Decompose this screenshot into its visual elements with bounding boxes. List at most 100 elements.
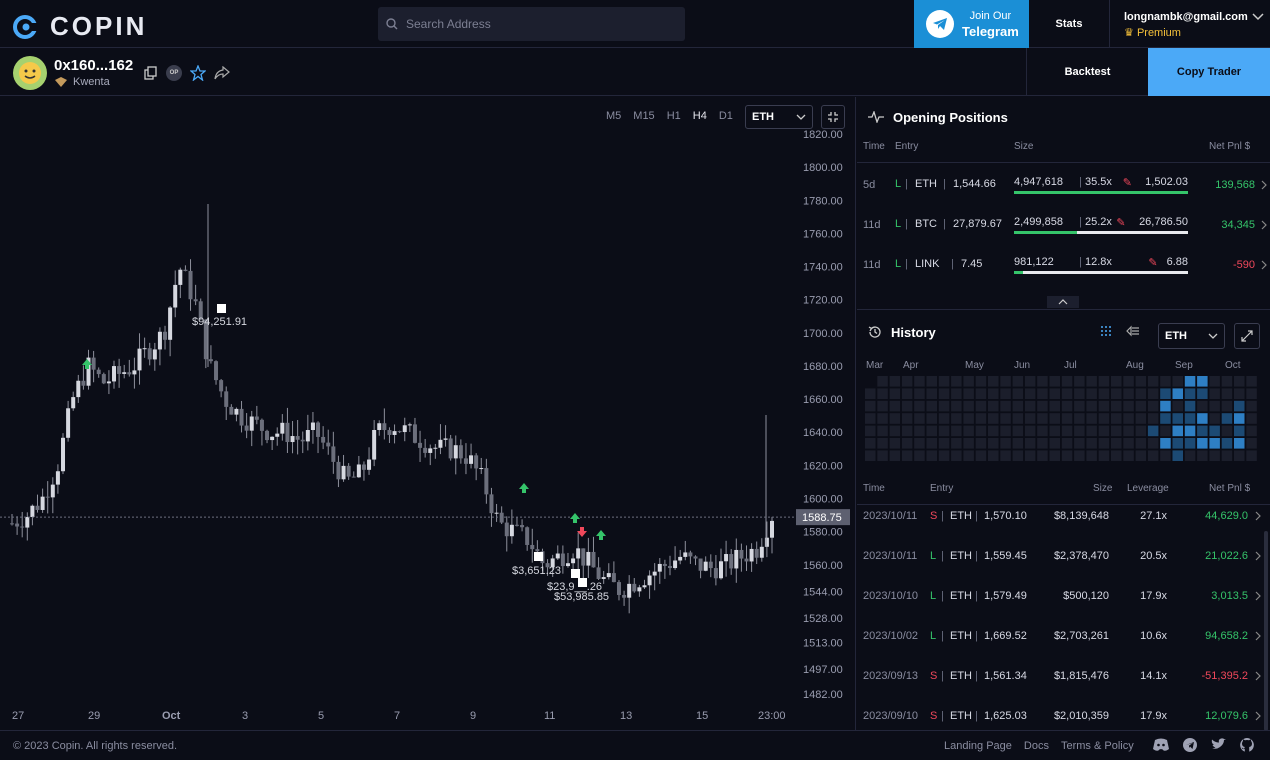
heatmap-cell[interactable] (975, 413, 987, 424)
heatmap-cell[interactable] (951, 400, 962, 412)
heatmap-cell[interactable] (1160, 376, 1171, 387)
heatmap-cell[interactable] (1209, 450, 1220, 461)
heatmap-cell[interactable] (1012, 400, 1024, 412)
landing-page-link[interactable]: Landing Page (944, 740, 1012, 752)
timeframe-m15[interactable]: M15 (633, 110, 655, 122)
heatmap-cell[interactable] (1197, 400, 1208, 412)
heatmap-cell[interactable] (963, 425, 974, 437)
heatmap-cell[interactable] (1061, 376, 1073, 387)
heatmap-cell[interactable] (889, 376, 901, 387)
buy-arrow-icon[interactable] (596, 530, 606, 540)
heatmap-cell[interactable] (1184, 413, 1196, 424)
heatmap-cell[interactable] (963, 376, 974, 387)
user-menu[interactable]: longnambk@gmail.com ♛ Premium (1124, 11, 1264, 39)
heatmap-cell[interactable] (926, 450, 938, 461)
heatmap-cell[interactable] (1197, 413, 1208, 424)
heatmap-cell[interactable] (865, 425, 876, 437)
heatmap-cell[interactable] (1061, 388, 1073, 399)
heatmap-cell[interactable] (1123, 376, 1134, 387)
heatmap-cell[interactable] (1172, 450, 1184, 461)
heatmap-cell[interactable] (1160, 438, 1171, 449)
heatmap-cell[interactable] (1000, 438, 1011, 449)
heatmap-cell[interactable] (1086, 388, 1097, 399)
heatmap-cell[interactable] (1246, 425, 1257, 437)
copin-logo[interactable]: COPIN (12, 11, 147, 42)
heatmap-cell[interactable] (1074, 450, 1085, 461)
heatmap-cell[interactable] (1135, 450, 1147, 461)
timeframe-d1[interactable]: D1 (718, 110, 733, 122)
github-icon[interactable] (1240, 738, 1254, 752)
docs-link[interactable]: Docs (1023, 740, 1049, 752)
heatmap-cell[interactable] (914, 450, 925, 461)
heatmap-cell[interactable] (1037, 450, 1048, 461)
heatmap-cell[interactable] (914, 413, 925, 424)
heatmap-cell[interactable] (901, 425, 913, 437)
heatmap-cell[interactable] (988, 438, 999, 449)
heatmap-cell[interactable] (1234, 413, 1245, 424)
heatmap-cell[interactable] (926, 425, 938, 437)
heatmap-cell[interactable] (1049, 450, 1061, 461)
heatmap-cell[interactable] (1160, 413, 1171, 424)
heatmap-cell[interactable] (1123, 450, 1134, 461)
heatmap-cell[interactable] (975, 388, 987, 399)
heatmap-cell[interactable] (1234, 438, 1245, 449)
heatmap-cell[interactable] (877, 425, 888, 437)
heatmap-cell[interactable] (914, 376, 925, 387)
heatmap-cell[interactable] (877, 413, 888, 424)
heatmap-cell[interactable] (1209, 376, 1220, 387)
heatmap-cell[interactable] (1147, 425, 1159, 437)
heatmap-cell[interactable] (1111, 438, 1122, 449)
heatmap-cell[interactable] (1061, 425, 1073, 437)
heatmap-cell[interactable] (1074, 425, 1085, 437)
heatmap-cell[interactable] (1024, 388, 1036, 399)
backtest-button[interactable]: Backtest (1026, 48, 1148, 96)
heatmap-cell[interactable] (951, 388, 962, 399)
heatmap-cell[interactable] (988, 388, 999, 399)
heatmap-cell[interactable] (877, 400, 888, 412)
history-row[interactable]: 2023/10/10 L | ETH | 1,579.49 $500,120 1… (857, 590, 1270, 630)
heatmap-cell[interactable] (1037, 438, 1048, 449)
heatmap-cell[interactable] (889, 450, 901, 461)
heatmap-cell[interactable] (1184, 450, 1196, 461)
heatmap-cell[interactable] (926, 438, 938, 449)
heatmap-cell[interactable] (1000, 450, 1011, 461)
heatmap-cell[interactable] (914, 438, 925, 449)
heatmap-cell[interactable] (1012, 413, 1024, 424)
heatmap-cell[interactable] (1111, 450, 1122, 461)
heatmap-cell[interactable] (1197, 425, 1208, 437)
discord-icon[interactable] (1153, 738, 1169, 752)
heatmap-cell[interactable] (988, 450, 999, 461)
heatmap-cell[interactable] (1209, 413, 1220, 424)
heatmap-cell[interactable] (938, 450, 950, 461)
heatmap-cell[interactable] (1147, 376, 1159, 387)
heatmap-cell[interactable] (914, 400, 925, 412)
heatmap-cell[interactable] (951, 413, 962, 424)
heatmap-cell[interactable] (1049, 400, 1061, 412)
heatmap-cell[interactable] (865, 413, 876, 424)
heatmap-cell[interactable] (1209, 400, 1220, 412)
search-input[interactable] (406, 17, 666, 31)
heatmap-cell[interactable] (889, 413, 901, 424)
heatmap-cell[interactable] (1024, 376, 1036, 387)
heatmap-cell[interactable] (1172, 388, 1184, 399)
heatmap-cell[interactable] (901, 388, 913, 399)
heatmap-cell[interactable] (1172, 438, 1184, 449)
join-telegram-button[interactable]: Join Our Telegram (914, 0, 1029, 48)
heatmap-cell[interactable] (1074, 400, 1085, 412)
heatmap-cell[interactable] (1160, 450, 1171, 461)
position-row[interactable]: 11d L | BTC | 27,879.67 2,499,858 | 25.2… (857, 205, 1270, 245)
star-icon[interactable] (190, 65, 206, 81)
history-row[interactable]: 2023/10/11 L | ETH | 1,559.45 $2,378,470… (857, 550, 1270, 590)
heatmap-cell[interactable] (1221, 376, 1233, 387)
heatmap-cell[interactable] (865, 438, 876, 449)
heatmap-cell[interactable] (1123, 400, 1134, 412)
heatmap-cell[interactable] (1172, 376, 1184, 387)
heatmap-cell[interactable] (1037, 425, 1048, 437)
heatmap-cell[interactable] (938, 388, 950, 399)
buy-arrow-icon[interactable] (570, 513, 580, 523)
heatmap-cell[interactable] (988, 400, 999, 412)
heatmap-cell[interactable] (889, 388, 901, 399)
heatmap-cell[interactable] (926, 388, 938, 399)
heatmap-cell[interactable] (1024, 413, 1036, 424)
heatmap-cell[interactable] (1221, 400, 1233, 412)
